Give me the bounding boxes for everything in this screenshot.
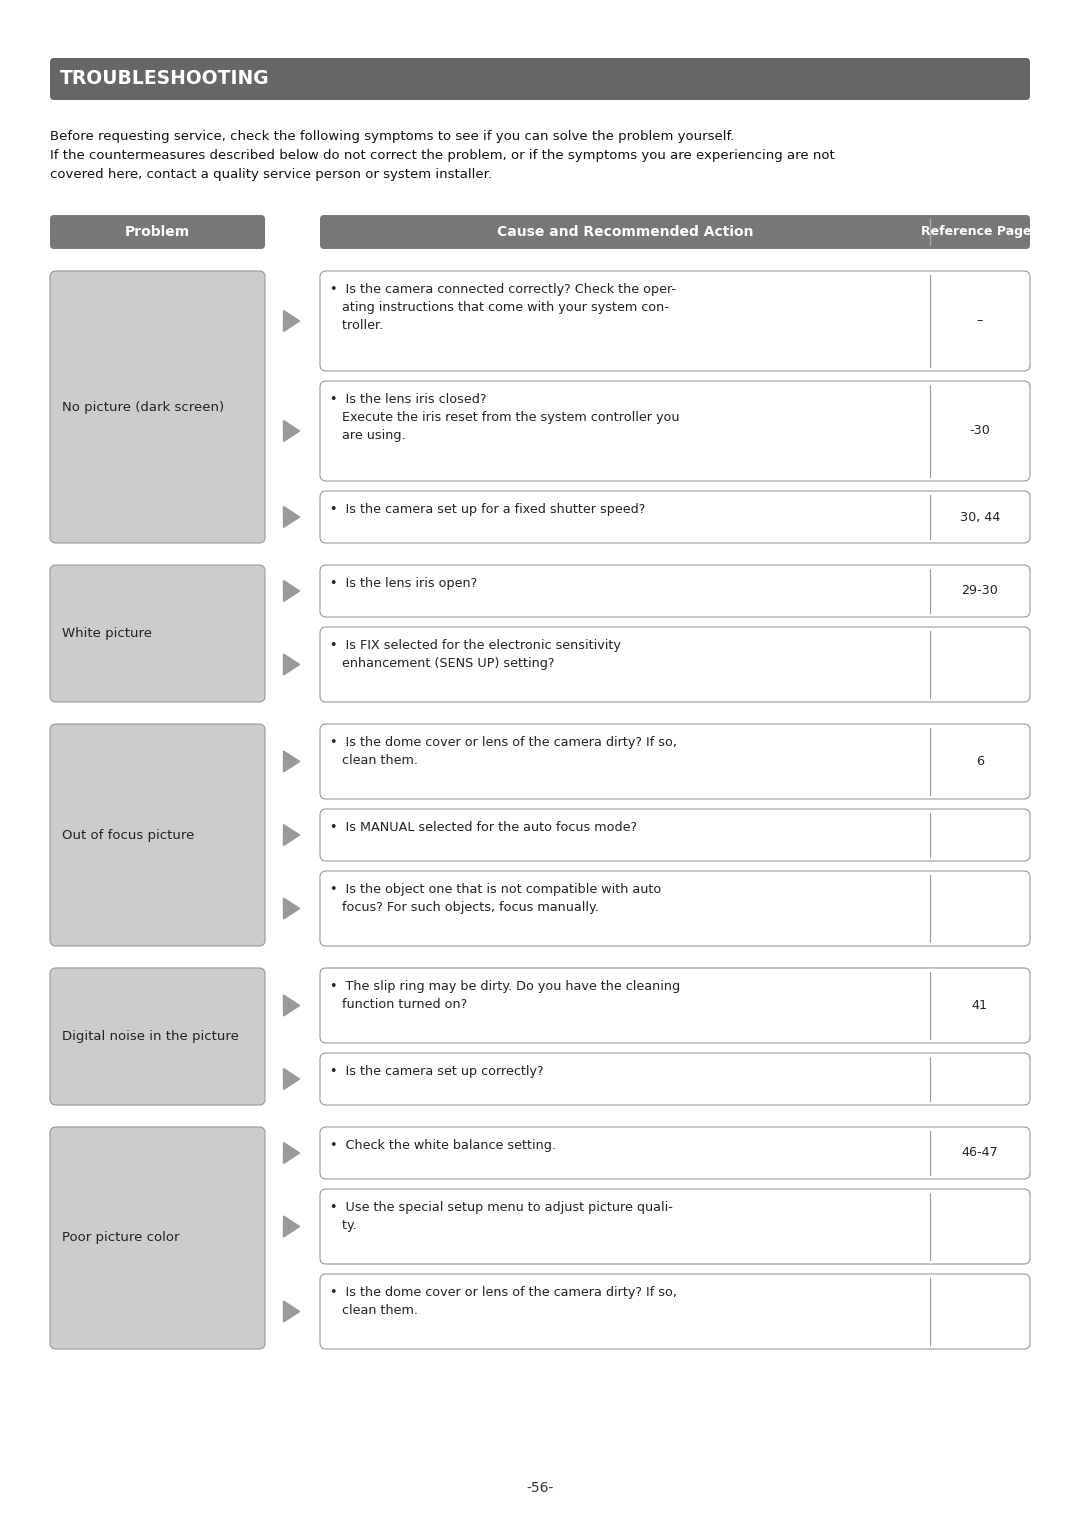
- Text: •  Is FIX selected for the electronic sensitivity
   enhancement (SENS UP) setti: • Is FIX selected for the electronic sen…: [330, 639, 621, 670]
- Polygon shape: [283, 897, 299, 919]
- Text: •  Is the lens iris closed?
   Execute the iris reset from the system controller: • Is the lens iris closed? Execute the i…: [330, 394, 679, 443]
- Text: If the countermeasures described below do not correct the problem, or if the sym: If the countermeasures described below d…: [50, 150, 835, 162]
- FancyBboxPatch shape: [320, 627, 1030, 702]
- Text: -56-: -56-: [526, 1482, 554, 1495]
- FancyBboxPatch shape: [320, 565, 1030, 617]
- Text: 6: 6: [976, 755, 984, 768]
- Polygon shape: [283, 421, 299, 441]
- Text: covered here, contact a quality service person or system installer.: covered here, contact a quality service …: [50, 168, 492, 182]
- FancyBboxPatch shape: [320, 215, 1030, 249]
- Polygon shape: [283, 311, 299, 331]
- Text: Digital noise in the picture: Digital noise in the picture: [62, 1030, 239, 1042]
- Polygon shape: [283, 655, 299, 674]
- Text: No picture (dark screen): No picture (dark screen): [62, 400, 225, 414]
- Text: •  Is the camera set up correctly?: • Is the camera set up correctly?: [330, 1065, 543, 1077]
- FancyBboxPatch shape: [50, 565, 265, 702]
- Text: •  Check the white balance setting.: • Check the white balance setting.: [330, 1138, 556, 1152]
- FancyBboxPatch shape: [50, 967, 265, 1105]
- Text: •  Is the object one that is not compatible with auto
   focus? For such objects: • Is the object one that is not compatib…: [330, 884, 661, 914]
- FancyBboxPatch shape: [320, 967, 1030, 1042]
- Text: •  Is the camera connected correctly? Check the oper-
   ating instructions that: • Is the camera connected correctly? Che…: [330, 282, 676, 333]
- Text: Before requesting service, check the following symptoms to see if you can solve : Before requesting service, check the fol…: [50, 130, 734, 143]
- Polygon shape: [283, 1216, 299, 1238]
- FancyBboxPatch shape: [320, 491, 1030, 543]
- FancyBboxPatch shape: [320, 272, 1030, 371]
- Polygon shape: [283, 1143, 299, 1163]
- FancyBboxPatch shape: [50, 1128, 265, 1349]
- Text: •  Is the camera set up for a fixed shutter speed?: • Is the camera set up for a fixed shutt…: [330, 504, 646, 516]
- Text: •  Is the dome cover or lens of the camera dirty? If so,
   clean them.: • Is the dome cover or lens of the camer…: [330, 736, 677, 768]
- Polygon shape: [283, 824, 299, 845]
- Text: 29-30: 29-30: [961, 584, 998, 598]
- FancyBboxPatch shape: [50, 272, 265, 543]
- Text: –: –: [976, 314, 983, 328]
- Text: White picture: White picture: [62, 627, 152, 639]
- FancyBboxPatch shape: [320, 809, 1030, 861]
- Polygon shape: [283, 1302, 299, 1322]
- Text: 46-47: 46-47: [961, 1146, 998, 1160]
- Text: •  Is the lens iris open?: • Is the lens iris open?: [330, 577, 477, 591]
- FancyBboxPatch shape: [50, 58, 1030, 101]
- Text: Poor picture color: Poor picture color: [62, 1231, 179, 1245]
- FancyBboxPatch shape: [320, 1189, 1030, 1264]
- Polygon shape: [283, 1068, 299, 1090]
- Text: 30, 44: 30, 44: [960, 511, 1000, 523]
- Text: -30: -30: [970, 424, 990, 438]
- FancyBboxPatch shape: [320, 723, 1030, 800]
- Text: •  Use the special setup menu to adjust picture quali-
   ty.: • Use the special setup menu to adjust p…: [330, 1201, 673, 1231]
- FancyBboxPatch shape: [320, 871, 1030, 946]
- Text: TROUBLESHOOTING: TROUBLESHOOTING: [60, 70, 270, 89]
- Text: Out of focus picture: Out of focus picture: [62, 829, 194, 841]
- Text: Reference Pages: Reference Pages: [921, 226, 1039, 238]
- FancyBboxPatch shape: [320, 1128, 1030, 1180]
- Polygon shape: [283, 751, 299, 772]
- Text: •  Is the dome cover or lens of the camera dirty? If so,
   clean them.: • Is the dome cover or lens of the camer…: [330, 1286, 677, 1317]
- FancyBboxPatch shape: [50, 723, 265, 946]
- Polygon shape: [283, 507, 299, 528]
- Text: •  The slip ring may be dirty. Do you have the cleaning
   function turned on?: • The slip ring may be dirty. Do you hav…: [330, 980, 680, 1012]
- Polygon shape: [283, 580, 299, 601]
- Text: 41: 41: [972, 1000, 988, 1012]
- FancyBboxPatch shape: [50, 215, 265, 249]
- Text: Problem: Problem: [125, 224, 190, 240]
- FancyBboxPatch shape: [320, 1274, 1030, 1349]
- Polygon shape: [283, 995, 299, 1016]
- Text: Cause and Recommended Action: Cause and Recommended Action: [497, 224, 753, 240]
- FancyBboxPatch shape: [320, 1053, 1030, 1105]
- FancyBboxPatch shape: [320, 382, 1030, 481]
- Text: •  Is MANUAL selected for the auto focus mode?: • Is MANUAL selected for the auto focus …: [330, 821, 637, 835]
